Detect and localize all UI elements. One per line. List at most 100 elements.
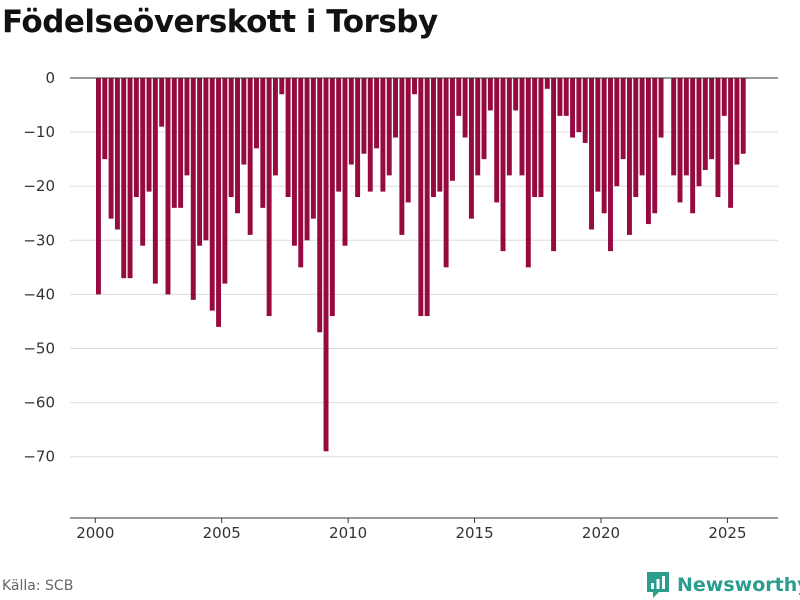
bar (222, 78, 228, 284)
bar (734, 78, 740, 165)
y-tick-label: −50 (23, 340, 55, 358)
bar (532, 78, 538, 198)
bar (367, 78, 373, 192)
bar (633, 78, 639, 198)
bar (165, 78, 171, 295)
x-tick-label: 2015 (455, 524, 493, 542)
bar (626, 78, 632, 235)
bar (677, 78, 683, 203)
axes: 0 −10 −20 −30 −40 −50 −60 −70 2000 2005 2010 2015 20… (23, 69, 778, 542)
bar (361, 78, 367, 154)
bar (513, 78, 519, 111)
bar (652, 78, 658, 214)
bar (298, 78, 304, 268)
bar (317, 78, 323, 333)
bar (342, 78, 348, 246)
bar (500, 78, 506, 252)
bar (291, 78, 297, 246)
bar (355, 78, 361, 198)
bars (95, 78, 746, 452)
bar (595, 78, 601, 192)
bar (412, 78, 417, 95)
bar (570, 78, 576, 138)
bar (336, 78, 342, 192)
x-tick-label: 2005 (203, 524, 241, 542)
source-note: Källa: SCB (2, 578, 74, 594)
bar (102, 78, 108, 160)
chart-title: Födelseöverskott i Torsby (2, 4, 438, 40)
bar (272, 78, 278, 176)
bar (728, 78, 734, 208)
bar (323, 78, 329, 452)
bar (108, 78, 114, 219)
bar (241, 78, 247, 165)
brand-name: Newsworthy (677, 574, 800, 596)
bar (197, 78, 203, 246)
bar (544, 78, 550, 89)
bar (159, 78, 165, 127)
x-tick-label: 2025 (708, 524, 746, 542)
bar (690, 78, 696, 214)
bar (254, 78, 259, 149)
x-tick-label: 2020 (582, 524, 620, 542)
bar (443, 78, 449, 268)
bar (266, 78, 272, 317)
bar (209, 78, 215, 311)
bar (140, 78, 146, 246)
bar (740, 78, 746, 154)
bar (462, 78, 468, 138)
bar (184, 78, 190, 176)
bar (576, 78, 582, 133)
brand-logo[interactable]: Newsworthy (645, 570, 800, 600)
bar (589, 78, 594, 230)
y-tick-label: −30 (23, 231, 55, 249)
bar (216, 78, 222, 327)
bar (228, 78, 234, 198)
bar (418, 78, 424, 317)
bar (431, 78, 436, 198)
bar (620, 78, 626, 160)
bar (525, 78, 531, 268)
bar (437, 78, 443, 192)
bar (348, 78, 354, 165)
bar (475, 78, 481, 176)
bar (721, 78, 727, 116)
bar (709, 78, 715, 160)
bar (260, 78, 266, 208)
y-tick-label: 0 (45, 69, 55, 87)
bar (456, 78, 462, 116)
bar (519, 78, 525, 176)
bar (178, 78, 184, 208)
bar (329, 78, 335, 317)
y-tick-label: −20 (23, 177, 55, 195)
y-tick-label: −60 (23, 394, 55, 412)
bar (683, 78, 689, 176)
bar (551, 78, 557, 252)
bar (645, 78, 651, 225)
bar (146, 78, 152, 192)
bar (639, 78, 645, 176)
bar (582, 78, 588, 143)
bar (538, 78, 544, 198)
bar (393, 78, 399, 138)
y-tick-label: −70 (23, 448, 55, 466)
bar (95, 78, 101, 295)
bar (601, 78, 607, 214)
bar (658, 78, 664, 138)
y-tick-label: −10 (23, 123, 55, 141)
bar (671, 78, 677, 176)
bar (235, 78, 240, 214)
bar (405, 78, 411, 203)
bar (468, 78, 474, 219)
bar (715, 78, 721, 198)
bar (399, 78, 405, 235)
bar (304, 78, 310, 241)
bar (380, 78, 386, 192)
bar (133, 78, 139, 198)
y-tick-label: −40 (23, 285, 55, 303)
bar (424, 78, 430, 317)
bar (310, 78, 316, 219)
bar (247, 78, 253, 235)
bar (114, 78, 120, 230)
bar (608, 78, 613, 252)
